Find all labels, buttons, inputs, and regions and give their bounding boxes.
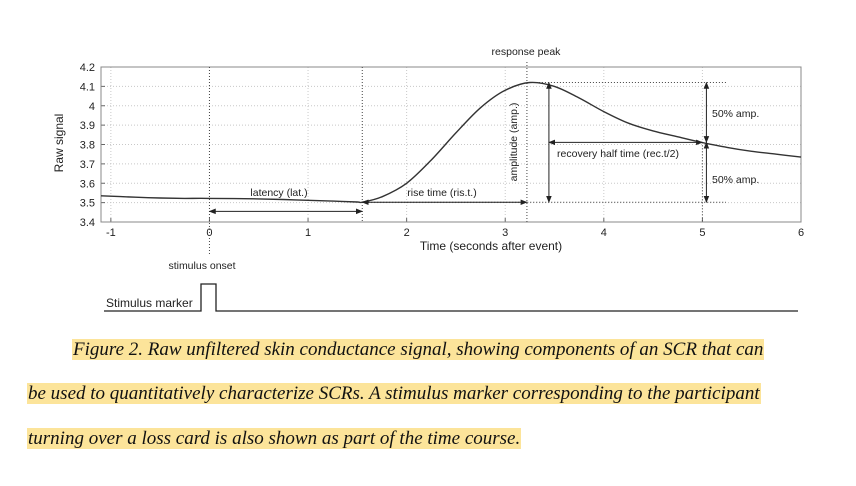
response-peak-label: response peak xyxy=(492,46,562,58)
x-tick-label: 6 xyxy=(798,227,804,239)
annotation-arrows xyxy=(208,81,710,215)
half-amp-upper-label: 50% amp. xyxy=(712,108,759,120)
stimulus-onset-label: stimulus onset xyxy=(168,260,235,272)
y-tick-label: 3.5 xyxy=(80,198,95,210)
x-tick-label: 2 xyxy=(404,227,410,239)
x-axis-title: Time (seconds after event) xyxy=(420,239,562,253)
x-tick-label: 3 xyxy=(502,227,508,239)
x-tick-label: 1 xyxy=(305,227,311,239)
y-axis-title: Raw signal xyxy=(52,114,66,173)
x-tick-label: 4 xyxy=(601,227,607,239)
y-tick-label: 3.6 xyxy=(80,178,95,190)
y-tick-label: 4 xyxy=(89,101,95,113)
y-tick-label: 3.7 xyxy=(80,159,95,171)
y-tick-label: 4.2 xyxy=(80,62,95,74)
y-tick-label: 3.9 xyxy=(80,120,95,132)
x-tick-label: 5 xyxy=(699,227,705,239)
stimulus-marker-trace xyxy=(104,283,798,312)
caption-line-3: turning over a loss card is also shown a… xyxy=(27,428,522,449)
x-tick-labels: -1 0 1 2 3 4 5 6 xyxy=(106,227,804,239)
half-amp-lower-label: 50% amp. xyxy=(712,174,759,186)
scr-figure: -1 0 1 2 3 4 5 6 3.4 3.5 3.6 3.7 3.8 3.9 4 4.1 4.2 Raw … xyxy=(52,46,804,312)
y-tick-labels: 3.4 3.5 3.6 3.7 3.8 3.9 4 4.1 4.2 xyxy=(80,62,95,229)
latency-label: latency (lat.) xyxy=(250,187,307,199)
y-tick-label: 3.4 xyxy=(80,217,95,229)
caption-line-2: be used to quantitatively characterize S… xyxy=(27,383,761,404)
y-tick-label: 3.8 xyxy=(80,140,95,152)
signal-line xyxy=(100,81,802,204)
amplitude-label: amplitude (amp.) xyxy=(508,103,520,182)
x-tick-label: 0 xyxy=(206,227,212,239)
rise-time-label: rise time (ris.t.) xyxy=(407,187,476,199)
y-tick-label: 4.1 xyxy=(80,81,95,93)
stimulus-marker-label: Stimulus marker xyxy=(106,296,193,310)
recovery-label: recovery half time (rec.t/2) xyxy=(557,148,679,160)
caption-line-1: Figure 2. Raw unfiltered skin conductanc… xyxy=(72,339,765,360)
x-tick-label: -1 xyxy=(106,227,116,239)
plot-frame xyxy=(100,66,802,223)
